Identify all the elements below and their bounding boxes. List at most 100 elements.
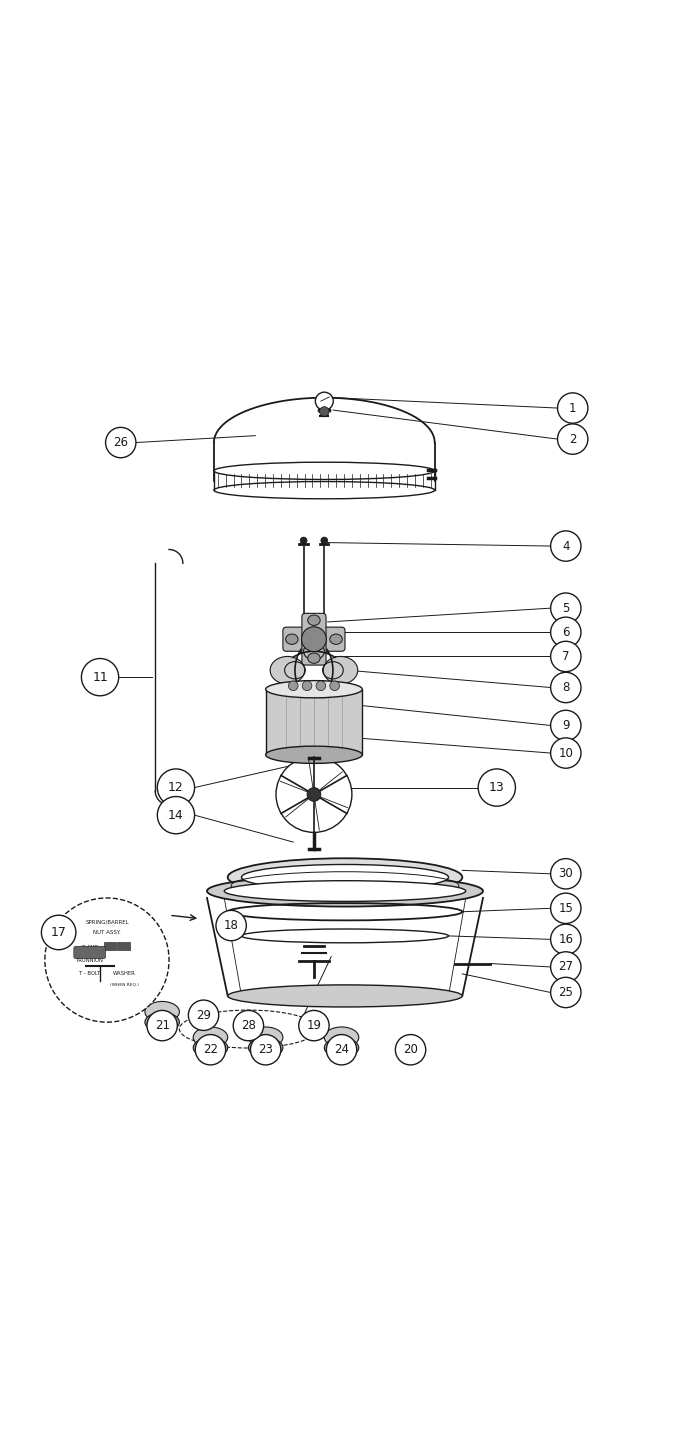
Ellipse shape (286, 634, 298, 644)
Circle shape (315, 393, 333, 410)
FancyBboxPatch shape (266, 689, 362, 755)
Text: TRUNNION: TRUNNION (76, 957, 104, 963)
Ellipse shape (266, 680, 362, 697)
Ellipse shape (297, 683, 331, 710)
Ellipse shape (324, 1027, 359, 1048)
Text: 28: 28 (241, 1019, 256, 1032)
Ellipse shape (214, 462, 435, 479)
Circle shape (216, 910, 246, 940)
Circle shape (233, 1011, 264, 1041)
Ellipse shape (193, 1027, 228, 1048)
Text: 1: 1 (569, 401, 576, 414)
Circle shape (321, 537, 328, 544)
Ellipse shape (248, 1038, 283, 1057)
Text: 6: 6 (562, 625, 569, 638)
Text: 30: 30 (558, 868, 573, 881)
Circle shape (81, 658, 119, 696)
Circle shape (147, 1011, 177, 1041)
Circle shape (551, 641, 581, 671)
Text: 12: 12 (168, 781, 184, 794)
Text: 17: 17 (50, 926, 67, 939)
Circle shape (188, 1001, 219, 1031)
Ellipse shape (214, 481, 435, 498)
Text: 26: 26 (113, 436, 128, 449)
Ellipse shape (228, 985, 462, 1006)
Circle shape (250, 1034, 281, 1064)
Text: 11: 11 (92, 670, 108, 683)
Circle shape (307, 787, 321, 801)
Circle shape (316, 682, 326, 690)
Circle shape (551, 673, 581, 703)
Circle shape (276, 757, 352, 832)
Text: 15: 15 (558, 902, 573, 915)
Circle shape (157, 797, 195, 833)
Text: 23: 23 (258, 1043, 273, 1056)
Circle shape (551, 710, 581, 741)
Ellipse shape (308, 615, 320, 625)
Text: SPRING/BARREL: SPRING/BARREL (85, 920, 129, 924)
Ellipse shape (297, 630, 331, 657)
Circle shape (551, 978, 581, 1008)
Text: CLAMP: CLAMP (81, 946, 99, 950)
Text: 10: 10 (558, 747, 573, 760)
Ellipse shape (145, 1002, 179, 1022)
Circle shape (551, 617, 581, 647)
Text: 20: 20 (403, 1043, 418, 1056)
Circle shape (157, 768, 195, 806)
Circle shape (551, 952, 581, 982)
Text: 8: 8 (562, 682, 569, 695)
Circle shape (551, 894, 581, 924)
Bar (104, 941, 116, 950)
Text: 2: 2 (569, 433, 576, 446)
Text: 14: 14 (168, 809, 184, 822)
FancyBboxPatch shape (74, 946, 106, 959)
Text: WASHER: WASHER (113, 972, 135, 976)
Circle shape (41, 915, 76, 950)
Circle shape (395, 1034, 426, 1064)
Text: 16: 16 (558, 933, 573, 946)
Text: 18: 18 (224, 918, 239, 931)
Circle shape (302, 627, 326, 651)
Ellipse shape (228, 858, 462, 897)
Text: 19: 19 (306, 1019, 322, 1032)
Ellipse shape (270, 657, 305, 684)
Circle shape (551, 859, 581, 890)
Ellipse shape (323, 657, 357, 684)
Text: 24: 24 (334, 1043, 349, 1056)
Circle shape (478, 768, 515, 806)
Circle shape (558, 393, 588, 423)
Ellipse shape (224, 881, 466, 901)
Circle shape (299, 1011, 329, 1041)
Circle shape (330, 682, 339, 690)
Circle shape (45, 898, 169, 1022)
FancyBboxPatch shape (283, 627, 345, 651)
Text: 5: 5 (562, 602, 569, 615)
FancyBboxPatch shape (302, 614, 326, 666)
Circle shape (319, 407, 329, 416)
Ellipse shape (241, 865, 448, 890)
Text: NUT ASSY.: NUT ASSY. (93, 930, 121, 934)
Text: 4: 4 (562, 540, 569, 553)
Text: T - BOLT: T - BOLT (79, 972, 100, 976)
Circle shape (106, 427, 136, 458)
Text: 13: 13 (489, 781, 504, 794)
Text: 29: 29 (196, 1009, 211, 1022)
Circle shape (300, 537, 307, 544)
Ellipse shape (145, 1012, 179, 1032)
Ellipse shape (207, 875, 483, 907)
Ellipse shape (193, 1038, 228, 1057)
Circle shape (551, 924, 581, 954)
Text: 25: 25 (558, 986, 573, 999)
Circle shape (558, 425, 588, 455)
Circle shape (551, 531, 581, 562)
Text: 27: 27 (558, 960, 573, 973)
Text: 9: 9 (562, 719, 569, 732)
Text: (WHEN REQ.): (WHEN REQ.) (110, 982, 139, 986)
Circle shape (551, 738, 581, 768)
Ellipse shape (330, 634, 342, 644)
Text: 7: 7 (562, 650, 569, 663)
Ellipse shape (324, 1038, 359, 1057)
Circle shape (551, 593, 581, 624)
Circle shape (326, 1034, 357, 1064)
Ellipse shape (308, 653, 320, 663)
